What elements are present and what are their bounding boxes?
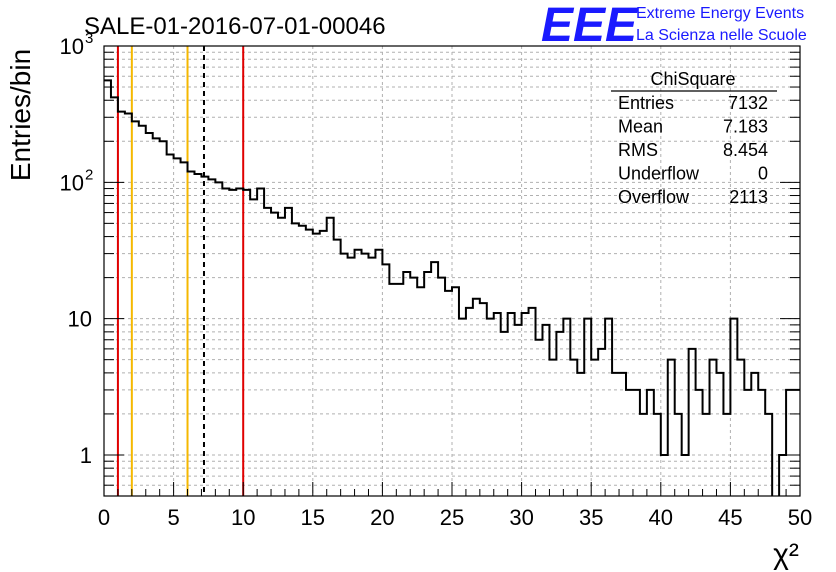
stats-row-value: 7132	[728, 93, 768, 113]
x-tick-label: 10	[231, 505, 255, 530]
x-tick-label: 30	[509, 505, 533, 530]
stats-row-label: Overflow	[618, 187, 690, 207]
y-axis-title: Entries/bin	[5, 49, 36, 181]
project-subtitle: La Scienza nelle Scuole	[636, 27, 807, 44]
x-tick-label: 25	[440, 505, 464, 530]
x-tick-label: 50	[788, 505, 812, 530]
stats-box: ChiSquare Entries 7132 Mean 7.183 RMS 8.454 Un…	[611, 69, 777, 207]
stats-row-value: 0	[758, 164, 768, 184]
stats-row-value: 2113	[729, 187, 768, 207]
x-axis-title: χ²	[773, 538, 799, 571]
y-tick-exponent: 2	[85, 166, 93, 183]
run-title: SALE-01-2016-07-01-00046	[84, 13, 386, 40]
eee-logo: EEE	[541, 0, 639, 52]
histogram	[104, 79, 800, 496]
marker-lines	[116, 46, 245, 496]
x-tick-label: 0	[98, 505, 110, 530]
stats-row-label: Underflow	[618, 164, 700, 184]
stats-row-value: 8.454	[723, 140, 768, 160]
stats-row-value: 7.183	[723, 117, 768, 137]
stats-row-label: RMS	[618, 140, 658, 160]
x-tick-label: 35	[579, 505, 603, 530]
y-tick-label: 1	[80, 443, 92, 468]
x-tick-label: 15	[301, 505, 325, 530]
x-tick-label: 40	[649, 505, 673, 530]
stats-rows: Entries 7132 Mean 7.183 RMS 8.454 Underflow 0 Ov…	[618, 93, 768, 207]
x-tick-label: 5	[167, 505, 179, 530]
y-tick-label: 10	[60, 34, 84, 59]
project-name: Extreme Energy Events	[636, 5, 804, 22]
stats-row-label: Entries	[618, 93, 674, 113]
y-tick-label: 10	[60, 170, 84, 195]
grid	[104, 46, 800, 497]
x-tick-label: 20	[370, 505, 394, 530]
stats-row-label: Mean	[618, 117, 663, 137]
histogram-outline	[104, 79, 800, 496]
x-tick-label: 45	[718, 505, 742, 530]
y-tick-exponent: 3	[85, 30, 93, 47]
y-tick-label: 10	[68, 307, 92, 332]
stats-title: ChiSquare	[650, 69, 735, 89]
axis-ticks	[103, 51, 801, 497]
